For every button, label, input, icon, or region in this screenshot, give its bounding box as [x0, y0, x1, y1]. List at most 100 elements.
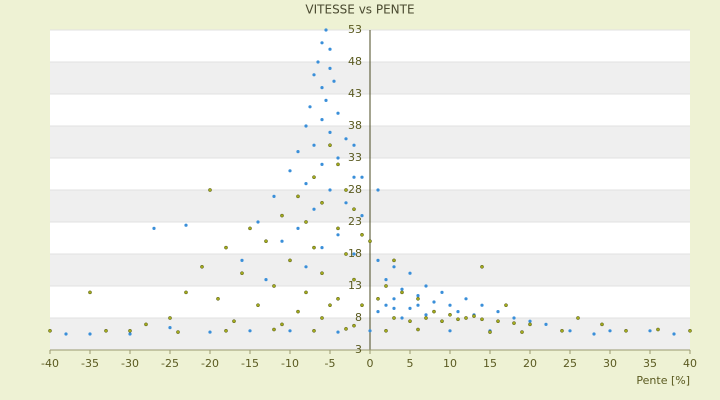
point — [392, 297, 396, 301]
point — [424, 313, 428, 317]
point — [320, 200, 324, 205]
point — [312, 207, 316, 211]
point — [320, 246, 324, 250]
point — [608, 329, 612, 333]
point — [528, 322, 532, 327]
x-tick-label: 35 — [643, 357, 657, 370]
point — [144, 322, 148, 327]
point — [224, 328, 228, 333]
point — [432, 300, 436, 304]
chart-title: VITESSE vs PENTE — [305, 3, 414, 17]
point — [400, 287, 404, 291]
point — [184, 223, 188, 227]
point — [440, 319, 444, 324]
point — [248, 329, 252, 333]
point — [344, 188, 348, 192]
x-tick-label: 20 — [523, 357, 537, 370]
point — [392, 316, 396, 320]
point — [240, 258, 244, 262]
point — [400, 316, 404, 320]
point — [384, 284, 388, 288]
point — [308, 105, 312, 109]
point — [320, 162, 324, 166]
point — [416, 294, 420, 298]
x-axis-title: Pente [%] — [636, 374, 690, 387]
point — [568, 329, 572, 333]
point — [472, 314, 476, 318]
point — [488, 330, 492, 334]
point — [280, 322, 284, 327]
point — [384, 328, 388, 333]
point — [528, 319, 532, 323]
point — [560, 328, 564, 333]
point — [232, 319, 236, 324]
point — [416, 296, 420, 301]
point — [480, 317, 484, 322]
point — [48, 328, 52, 333]
point — [624, 328, 628, 333]
point — [672, 332, 676, 336]
point — [336, 296, 340, 301]
point — [368, 329, 372, 333]
point — [304, 182, 308, 186]
point — [296, 226, 300, 230]
point — [312, 328, 316, 333]
point — [216, 296, 220, 301]
x-tick-label: -10 — [281, 357, 299, 370]
x-tick-label: 40 — [683, 357, 697, 370]
point — [272, 194, 276, 198]
y-tick-label: 48 — [348, 55, 362, 68]
point — [288, 258, 292, 263]
point — [336, 111, 340, 115]
point — [392, 306, 396, 310]
point — [352, 277, 356, 282]
point — [324, 28, 328, 32]
point — [392, 265, 396, 269]
x-tick-label: -5 — [325, 357, 336, 370]
point — [312, 245, 316, 250]
point — [328, 66, 332, 70]
point — [88, 332, 92, 336]
point — [352, 143, 356, 147]
point — [456, 317, 460, 322]
point — [176, 330, 180, 334]
point — [424, 284, 428, 288]
point — [208, 330, 212, 334]
point — [480, 264, 484, 269]
y-tick-label: 23 — [348, 215, 362, 228]
point — [408, 306, 412, 310]
point — [280, 213, 284, 218]
point — [320, 316, 324, 320]
x-tick-label: 0 — [367, 357, 374, 370]
point — [280, 239, 284, 243]
point — [648, 329, 652, 333]
point — [344, 201, 348, 205]
point — [240, 271, 244, 276]
point — [376, 296, 380, 301]
point — [600, 322, 604, 327]
point — [328, 47, 332, 51]
point — [336, 233, 340, 237]
point — [88, 290, 92, 295]
y-tick-label: 13 — [348, 279, 362, 292]
x-tick-label: -20 — [201, 357, 219, 370]
point — [336, 156, 340, 160]
point — [592, 332, 596, 336]
point — [384, 278, 388, 282]
point — [184, 290, 188, 295]
point — [208, 188, 212, 192]
point — [256, 220, 260, 224]
point — [656, 327, 660, 332]
point — [496, 310, 500, 314]
point — [64, 332, 68, 336]
y-tick-label: 53 — [348, 23, 362, 36]
point — [352, 175, 356, 179]
point — [376, 258, 380, 262]
x-tick-label: -15 — [241, 357, 259, 370]
point — [336, 162, 340, 167]
point — [416, 303, 420, 307]
point — [200, 264, 204, 269]
point — [344, 327, 348, 331]
point — [512, 316, 516, 320]
